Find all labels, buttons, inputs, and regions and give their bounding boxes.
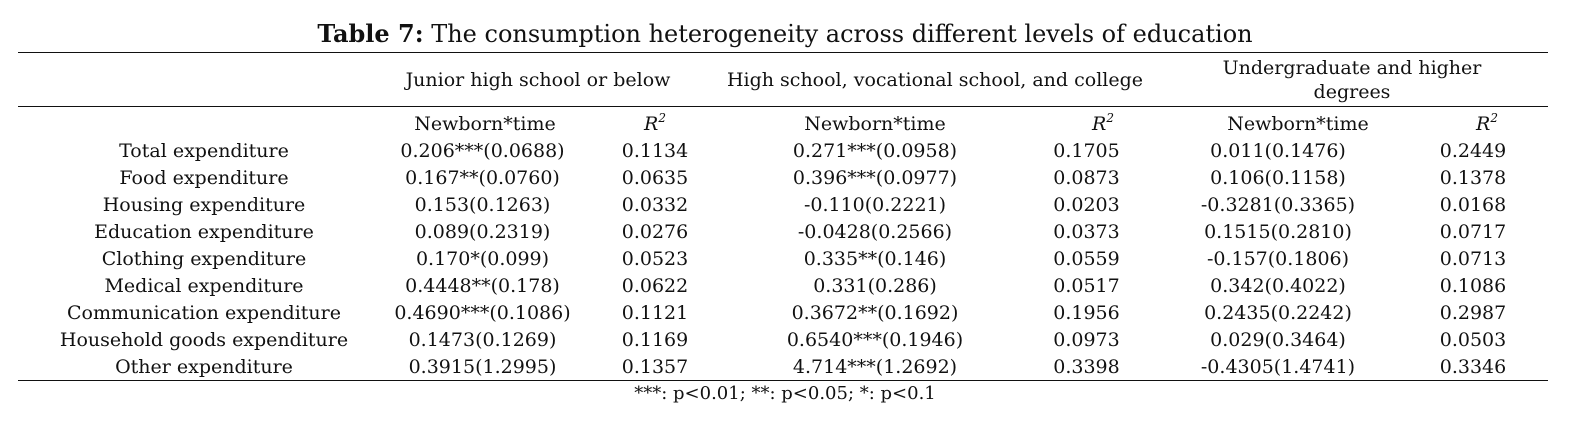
coef-undergraduate: 0.029(0.3464)	[1210, 329, 1346, 351]
rsq-undergraduate: 0.0713	[1439, 248, 1507, 270]
rsq-high-school: 0.0373	[1053, 221, 1120, 243]
rsq-symbol: R	[1476, 113, 1491, 135]
coef-undergraduate: -0.157(0.1806)	[1206, 248, 1350, 270]
rsq-junior: 0.1134	[621, 140, 689, 162]
rsq-junior: 0.1121	[621, 302, 689, 324]
coef-junior: 0.170*(0.099)	[415, 248, 550, 270]
subheader-rsq-2: R2	[1068, 112, 1138, 136]
caption-label: Table 7:	[317, 19, 424, 48]
rsq-undergraduate: 0.2987	[1439, 302, 1507, 324]
rsq-superscript: 2	[1490, 111, 1498, 125]
significance-note: ***: p<0.01; **: p<0.05; *: p<0.1	[634, 383, 936, 404]
table-row: Clothing expenditure 0.170*(0.099) 0.052…	[18, 246, 1548, 273]
coef-junior: 0.3915(1.2995)	[408, 356, 557, 378]
table-caption: Table 7: The consumption heterogeneity a…	[0, 18, 1570, 50]
rsq-junior: 0.1169	[621, 329, 689, 351]
row-label: Other expenditure	[115, 356, 293, 378]
rsq-high-school: 0.1705	[1053, 140, 1120, 162]
coef-high-school: 0.331(0.286)	[813, 275, 937, 297]
rsq-undergraduate: 0.3346	[1439, 356, 1507, 378]
table-row: Education expenditure 0.089(0.2319) 0.02…	[18, 219, 1548, 246]
group-header-high-school: High school, vocational school, and coll…	[726, 69, 1144, 91]
rsq-superscript: 2	[1106, 111, 1114, 125]
results-table: Total expenditure 0.206***(0.0688) 0.113…	[18, 138, 1548, 381]
rsq-high-school: 0.3398	[1053, 356, 1120, 378]
row-label: Household goods expenditure	[59, 329, 349, 351]
rsq-high-school: 0.0203	[1053, 194, 1120, 216]
coef-undergraduate: -0.3281(0.3365)	[1200, 194, 1356, 216]
row-label: Education expenditure	[94, 221, 314, 243]
subheader-rsq-1: R2	[620, 112, 690, 136]
subheader-rsq-3: R2	[1452, 112, 1522, 136]
rsq-junior: 0.0635	[621, 167, 689, 189]
coef-junior: 0.167**(0.0760)	[405, 167, 560, 189]
coef-undergraduate: 0.106(0.1158)	[1210, 167, 1346, 189]
rsq-superscript: 2	[658, 111, 666, 125]
rsq-high-school: 0.0873	[1053, 167, 1120, 189]
coef-junior: 0.206***(0.0688)	[400, 140, 565, 162]
rsq-junior: 0.0276	[621, 221, 689, 243]
rsq-undergraduate: 0.0168	[1439, 194, 1507, 216]
table-row: Total expenditure 0.206***(0.0688) 0.113…	[18, 138, 1548, 165]
group-header-junior-high: Junior high school or below	[405, 69, 671, 91]
top-rule	[18, 52, 1548, 53]
rsq-undergraduate: 0.0503	[1439, 329, 1507, 351]
rsq-undergraduate: 0.1378	[1439, 167, 1507, 189]
row-label: Medical expenditure	[104, 275, 304, 297]
coef-high-school: 0.271***(0.0958)	[792, 140, 958, 162]
row-label: Communication expenditure	[67, 302, 341, 324]
row-label: Food expenditure	[119, 167, 289, 189]
row-label: Clothing expenditure	[101, 248, 307, 270]
coef-high-school: -0.0428(0.2566)	[797, 221, 953, 243]
rsq-symbol: R	[644, 113, 659, 135]
coef-undergraduate: -0.4305(1.4741)	[1200, 356, 1356, 378]
rsq-junior: 0.0622	[621, 275, 689, 297]
caption-text: The consumption heterogeneity across dif…	[423, 20, 1253, 48]
rsq-junior: 0.1357	[621, 356, 689, 378]
subheader-coef-2: Newborn*time	[804, 113, 946, 135]
coef-high-school: 4.714***(1.2692)	[792, 356, 958, 378]
coef-high-school: 0.3672**(0.1692)	[791, 302, 959, 324]
rsq-high-school: 0.0559	[1053, 248, 1120, 270]
bottom-rule	[18, 380, 1548, 381]
coef-junior: 0.4690***(0.1086)	[394, 302, 571, 324]
coef-junior: 0.089(0.2319)	[414, 221, 551, 243]
coef-junior: 0.4448**(0.178)	[405, 275, 560, 297]
rsq-junior: 0.0523	[621, 248, 689, 270]
table-row: Communication expenditure 0.4690***(0.10…	[18, 300, 1548, 327]
row-label: Housing expenditure	[102, 194, 306, 216]
coef-high-school: 0.335**(0.146)	[803, 248, 947, 270]
coef-high-school: 0.396***(0.0977)	[792, 167, 958, 189]
table-row: Other expenditure 0.3915(1.2995) 0.1357 …	[18, 354, 1548, 381]
rsq-undergraduate: 0.1086	[1439, 275, 1507, 297]
rsq-symbol: R	[1092, 113, 1107, 135]
rsq-high-school: 0.0517	[1053, 275, 1120, 297]
coef-undergraduate: 0.1515(0.2810)	[1204, 221, 1352, 243]
coef-undergraduate: 0.342(0.4022)	[1210, 275, 1346, 297]
header-rule	[18, 106, 1548, 107]
rsq-undergraduate: 0.0717	[1439, 221, 1507, 243]
table-row: Food expenditure 0.167**(0.0760) 0.0635 …	[18, 165, 1548, 192]
row-label: Total expenditure	[119, 140, 289, 162]
table-row: Household goods expenditure 0.1473(0.126…	[18, 327, 1548, 354]
coef-junior: 0.1473(0.1269)	[408, 329, 557, 351]
coef-undergraduate: 0.011(0.1476)	[1210, 140, 1346, 162]
subheader-coef-1: Newborn*time	[414, 113, 556, 135]
coef-high-school: -0.110(0.2221)	[803, 194, 947, 216]
rsq-high-school: 0.1956	[1053, 302, 1120, 324]
coef-undergraduate: 0.2435(0.2242)	[1204, 302, 1352, 324]
group-header-undergraduate: Undergraduate and higher degrees	[1222, 57, 1482, 103]
rsq-junior: 0.0332	[621, 194, 689, 216]
rsq-undergraduate: 0.2449	[1439, 140, 1507, 162]
table-row: Housing expenditure 0.153(0.1263) 0.0332…	[18, 192, 1548, 219]
subheader-coef-3: Newborn*time	[1227, 113, 1369, 135]
coef-high-school: 0.6540***(0.1946)	[786, 329, 964, 351]
rsq-high-school: 0.0973	[1053, 329, 1120, 351]
table-row: Medical expenditure 0.4448**(0.178) 0.06…	[18, 273, 1548, 300]
coef-junior: 0.153(0.1263)	[414, 194, 551, 216]
